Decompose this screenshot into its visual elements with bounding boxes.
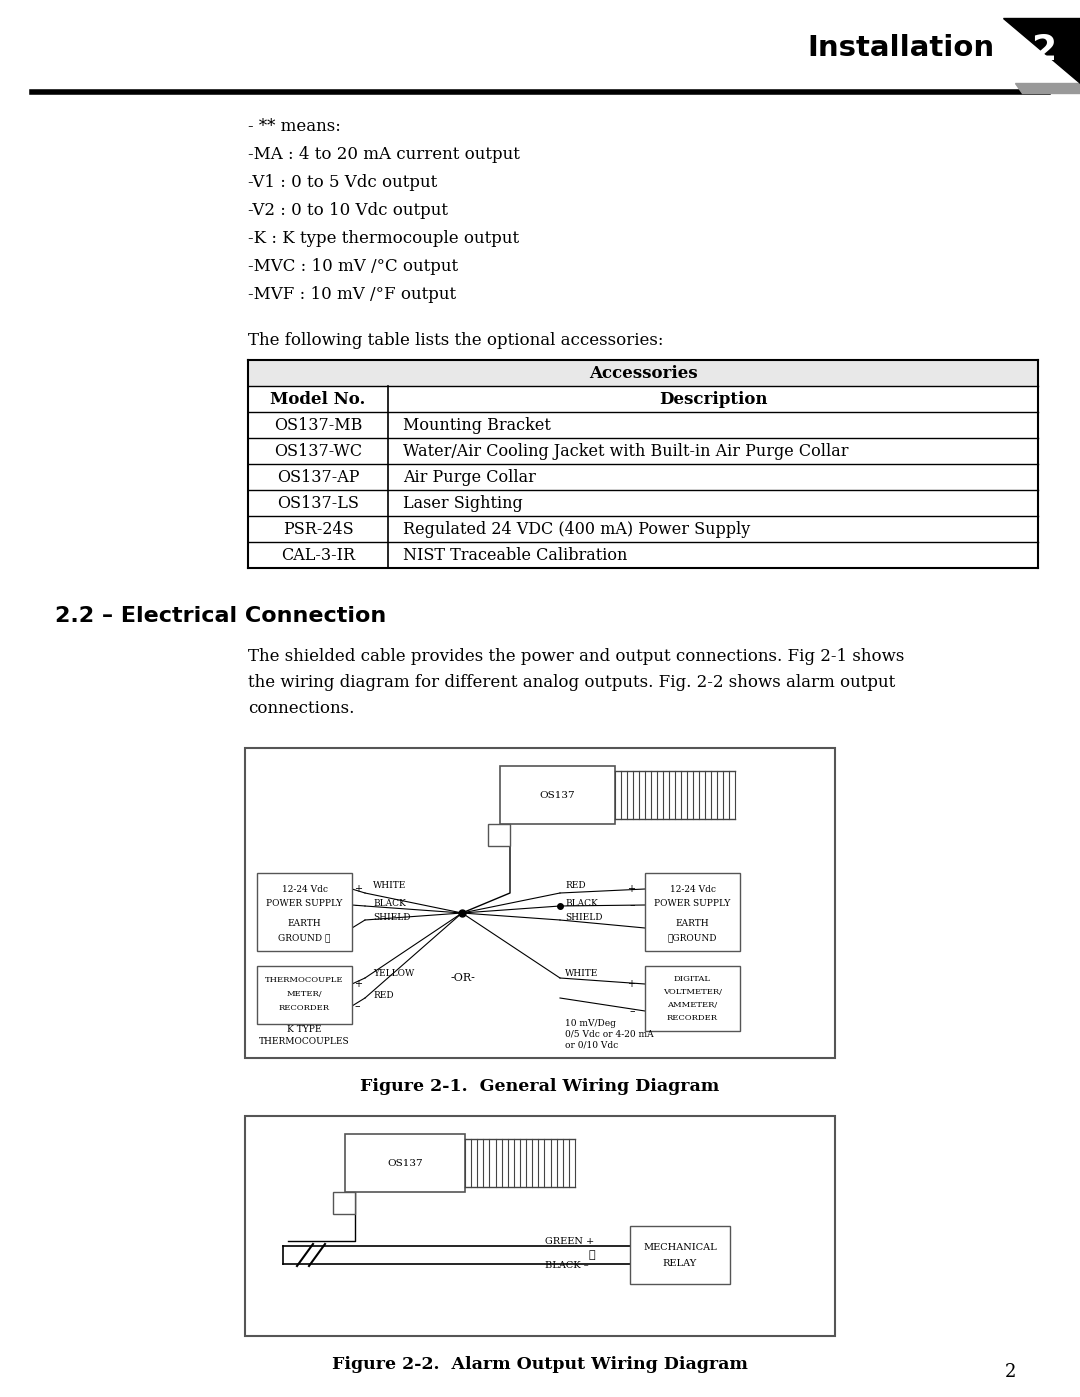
Text: Installation: Installation [808,34,995,61]
Text: The shielded cable provides the power and output connections. Fig 2-1 shows: The shielded cable provides the power an… [248,648,904,665]
Text: AMMETER/: AMMETER/ [667,1002,717,1009]
Text: OS137: OS137 [540,791,576,799]
Text: 12-24 Vdc: 12-24 Vdc [670,884,715,894]
Text: THERMOCOUPLES: THERMOCOUPLES [259,1037,350,1045]
Text: 10 mV/Deg: 10 mV/Deg [565,1018,616,1028]
Bar [488,824,510,847]
Text: +: + [354,979,362,989]
Text: YELLOW: YELLOW [373,968,415,978]
Text: -V2 : 0 to 10 Vdc output: -V2 : 0 to 10 Vdc output [248,203,448,219]
Polygon shape [1003,18,1080,82]
Text: +: + [354,884,362,894]
Text: EARTH: EARTH [287,918,322,928]
Text: RECORDER: RECORDER [667,1014,718,1023]
Text: POWER SUPPLY: POWER SUPPLY [654,898,731,908]
Text: - ** means:: - ** means: [248,117,341,136]
Text: Water/Air Cooling Jacket with Built-in Air Purge Collar: Water/Air Cooling Jacket with Built-in A… [403,443,849,460]
Bar [257,965,352,1024]
Text: Air Purge Collar: Air Purge Collar [403,468,536,486]
Text: METER/: METER/ [286,990,322,997]
Bar [345,1134,465,1192]
Text: RED: RED [565,880,585,890]
Bar [248,360,1038,386]
Bar [645,965,740,1031]
Text: SHIELD: SHIELD [565,914,603,922]
Text: RECORDER: RECORDER [279,1004,330,1011]
Text: Figure 2-2.  Alarm Output Wiring Diagram: Figure 2-2. Alarm Output Wiring Diagram [332,1356,748,1373]
Text: BLACK –: BLACK – [545,1261,589,1270]
Text: VOLTMETER/: VOLTMETER/ [663,988,723,996]
Text: ⏚: ⏚ [589,1250,595,1260]
Text: GROUND ⏚: GROUND ⏚ [279,933,330,943]
Text: 12-24 Vdc: 12-24 Vdc [282,884,327,894]
Text: or 0/10 Vdc: or 0/10 Vdc [565,1041,618,1049]
Bar [248,360,1038,569]
Text: –: – [354,900,360,909]
Text: Regulated 24 VDC (400 mA) Power Supply: Regulated 24 VDC (400 mA) Power Supply [403,521,751,538]
Text: -MVF : 10 mV /°F output: -MVF : 10 mV /°F output [248,286,456,303]
Text: ⏚GROUND: ⏚GROUND [667,933,717,943]
Text: THERMOCOUPLE: THERMOCOUPLE [266,977,343,983]
Text: CAL-3-IR: CAL-3-IR [281,546,355,563]
Text: RELAY: RELAY [663,1260,697,1268]
Text: GREEN +: GREEN + [545,1238,594,1246]
Text: -V1 : 0 to 5 Vdc output: -V1 : 0 to 5 Vdc output [248,175,437,191]
Text: connections.: connections. [248,700,354,717]
Text: –: – [630,1006,635,1016]
Text: The following table lists the optional accessories:: The following table lists the optional a… [248,332,663,349]
Text: PSR-24S: PSR-24S [283,521,353,538]
Polygon shape [1015,82,1080,94]
Text: –: – [630,900,635,909]
Text: RED: RED [373,992,393,1000]
Text: -MVC : 10 mV /°C output: -MVC : 10 mV /°C output [248,258,458,275]
Text: BLACK: BLACK [565,898,598,908]
Text: 2: 2 [1031,34,1056,67]
Text: NIST Traceable Calibration: NIST Traceable Calibration [403,546,627,563]
Bar [245,1116,835,1336]
Bar [630,1227,730,1284]
Text: -OR-: -OR- [450,972,475,983]
Bar [645,873,740,951]
Bar [500,766,615,824]
Text: 2.2 – Electrical Connection: 2.2 – Electrical Connection [55,606,387,626]
Text: Figure 2-1.  General Wiring Diagram: Figure 2-1. General Wiring Diagram [361,1078,719,1095]
Text: DIGITAL: DIGITAL [674,975,711,983]
Text: WHITE: WHITE [373,880,406,890]
Text: Model No.: Model No. [270,391,366,408]
Text: the wiring diagram for different analog outputs. Fig. 2-2 shows alarm output: the wiring diagram for different analog … [248,673,895,692]
Text: MECHANICAL: MECHANICAL [643,1243,717,1253]
Text: EARTH: EARTH [676,918,710,928]
Text: BLACK: BLACK [373,898,406,908]
Bar [257,873,352,951]
Text: OS137-MB: OS137-MB [274,416,362,433]
Text: Accessories: Accessories [589,365,698,381]
Text: 2: 2 [1004,1363,1015,1382]
Text: 0/5 Vdc or 4-20 mA: 0/5 Vdc or 4-20 mA [565,1030,653,1038]
Text: SHIELD: SHIELD [373,914,410,922]
Text: Description: Description [659,391,767,408]
Text: OS137-LS: OS137-LS [278,495,359,511]
Text: OS137-AP: OS137-AP [276,468,360,486]
Text: K TYPE: K TYPE [287,1025,322,1035]
Text: +: + [627,979,635,989]
Text: Mounting Bracket: Mounting Bracket [403,416,551,433]
Text: WHITE: WHITE [565,968,598,978]
Text: -K : K type thermocouple output: -K : K type thermocouple output [248,231,519,247]
Text: +: + [627,884,635,894]
Bar [245,747,835,1058]
Text: Laser Sighting: Laser Sighting [403,495,523,511]
Text: POWER SUPPLY: POWER SUPPLY [267,898,342,908]
Text: –: – [354,1002,360,1011]
Text: OS137: OS137 [388,1158,422,1168]
Bar [333,1192,355,1214]
Text: OS137-WC: OS137-WC [274,443,362,460]
Text: -MA : 4 to 20 mA current output: -MA : 4 to 20 mA current output [248,147,519,163]
